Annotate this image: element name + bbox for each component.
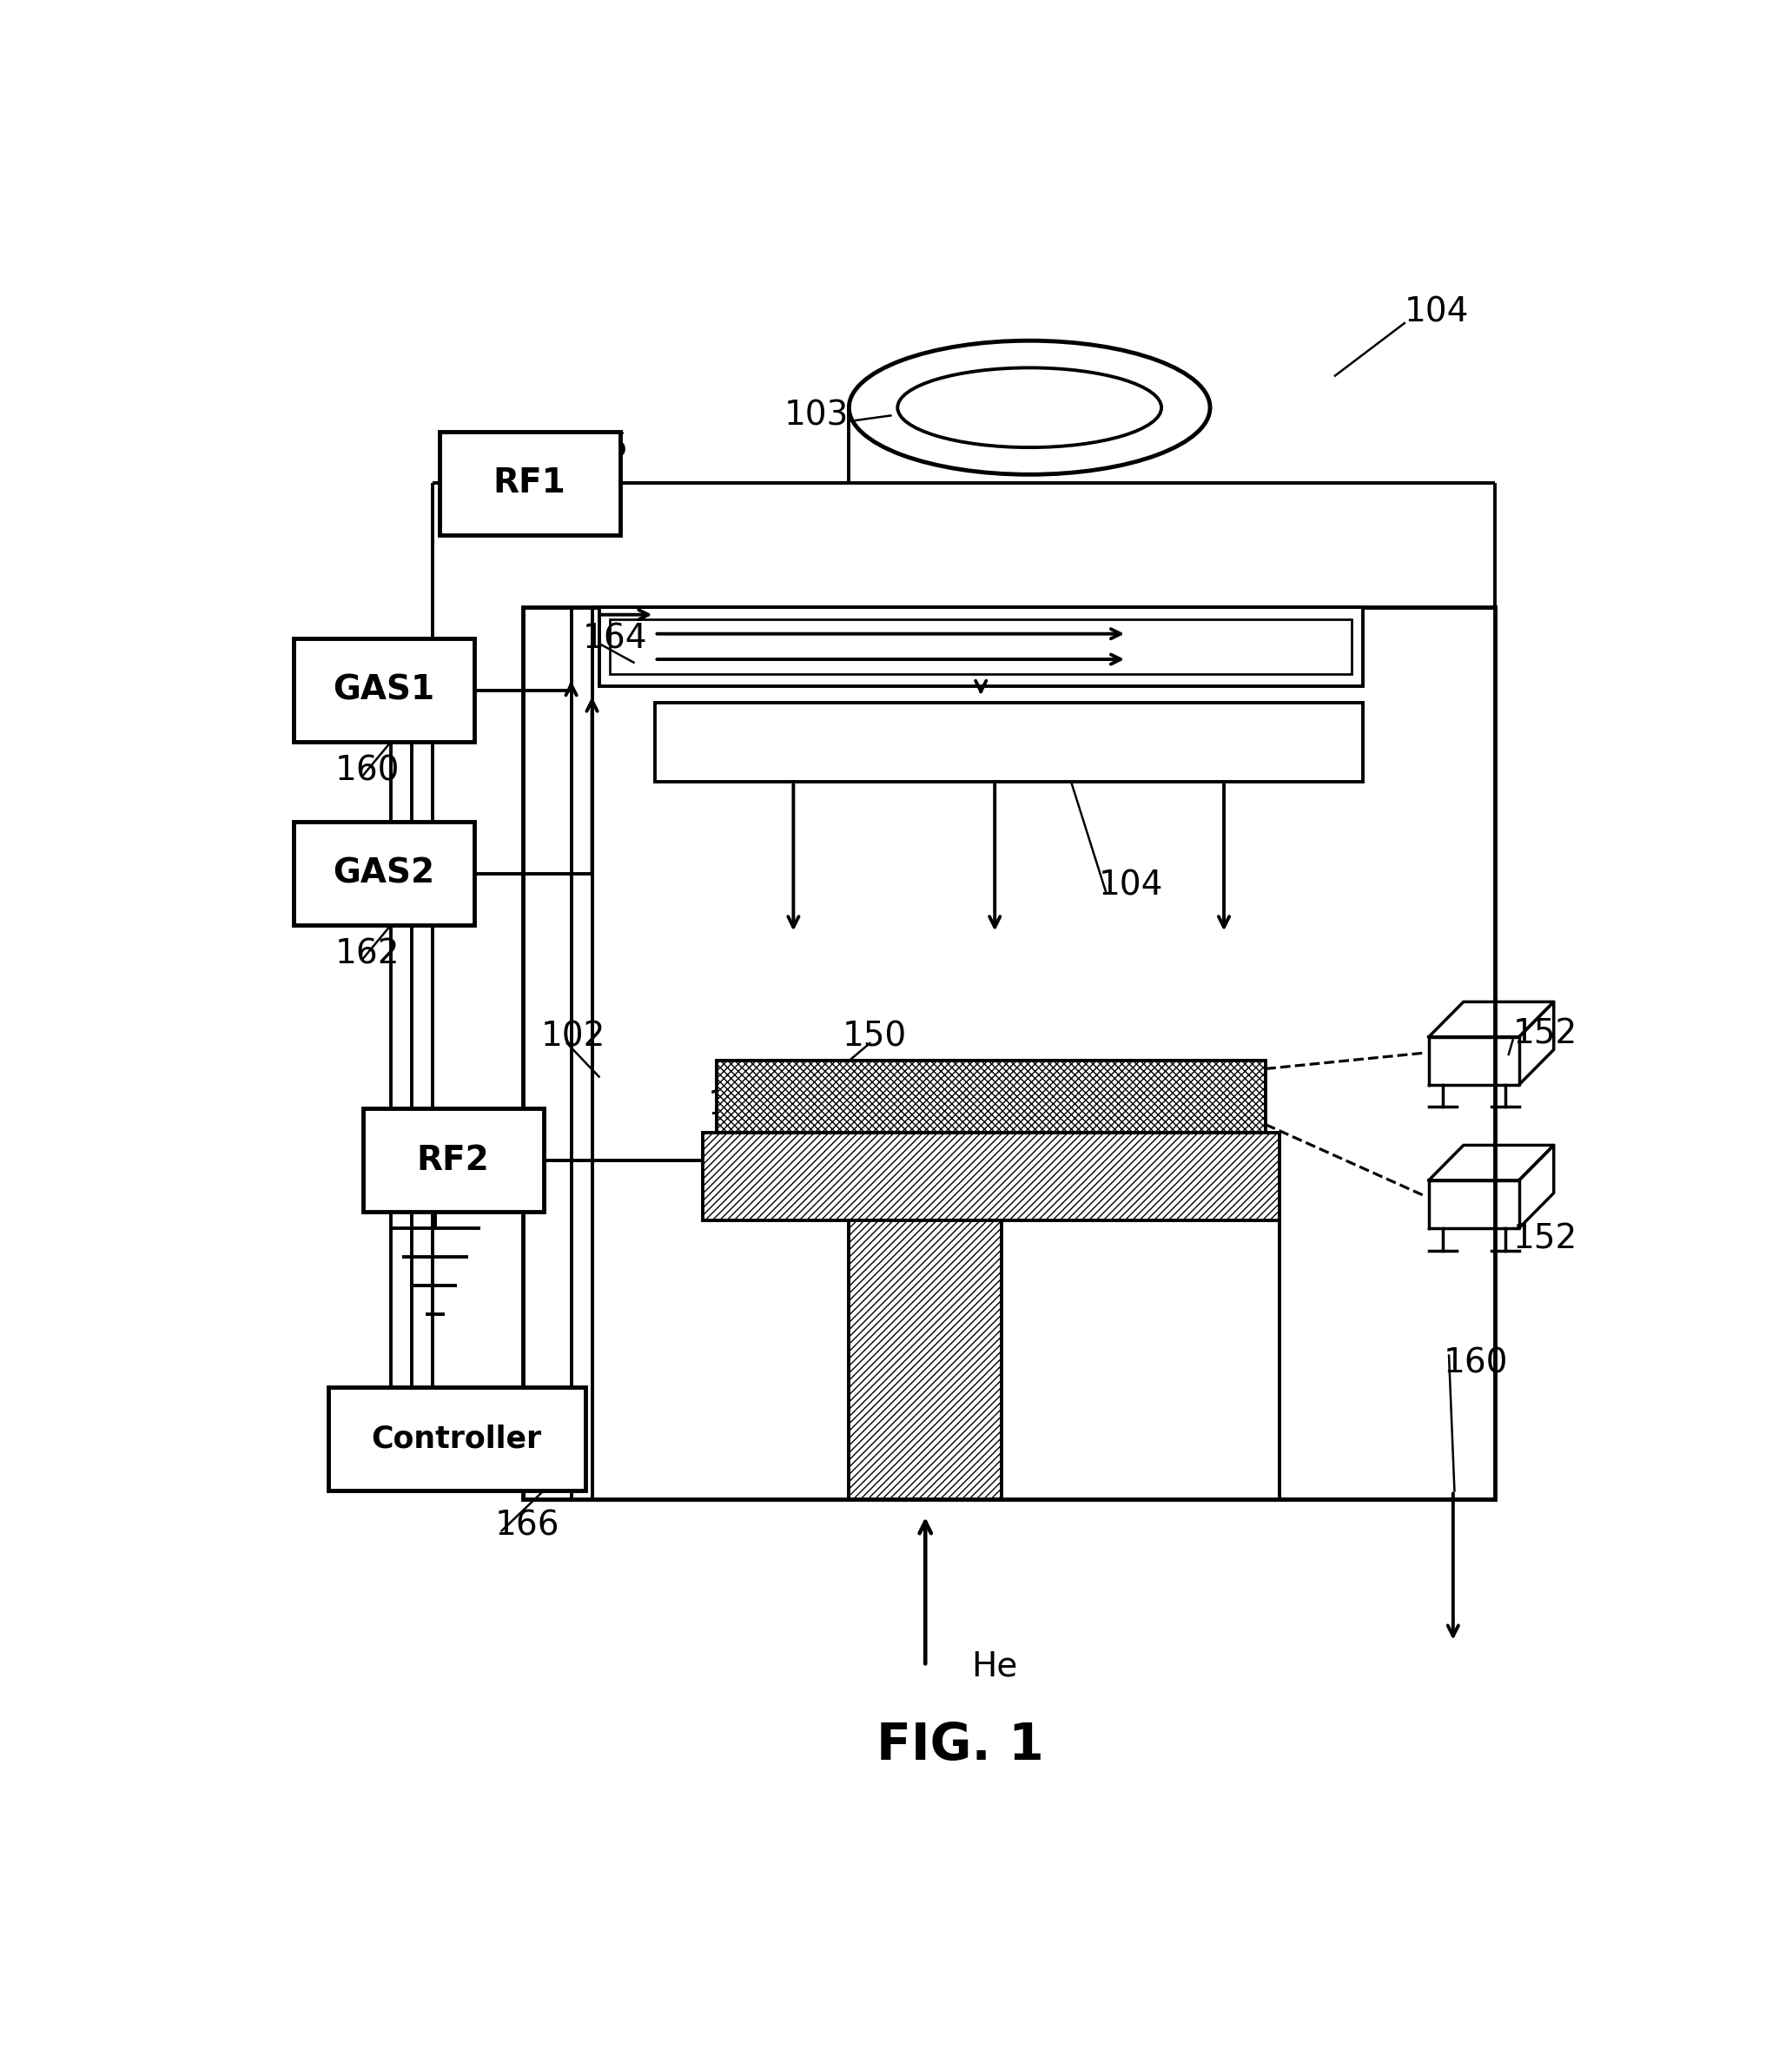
Bar bbox=[364, 1109, 543, 1212]
Text: 103: 103 bbox=[785, 399, 849, 432]
Bar bbox=[654, 701, 1364, 782]
Text: RF2: RF2 bbox=[418, 1144, 489, 1177]
Text: He: He bbox=[971, 1649, 1018, 1682]
Text: GAS2: GAS2 bbox=[333, 857, 435, 890]
Text: 160: 160 bbox=[335, 755, 400, 788]
Text: 120: 120 bbox=[453, 1115, 518, 1148]
Bar bbox=[294, 639, 473, 743]
Text: 104: 104 bbox=[1405, 296, 1469, 329]
Bar bbox=[717, 1061, 1265, 1132]
Text: 164: 164 bbox=[582, 623, 647, 656]
Text: 150: 150 bbox=[842, 1020, 907, 1053]
Text: Controller: Controller bbox=[371, 1423, 541, 1455]
Bar bbox=[328, 1388, 586, 1492]
Text: FIG. 1: FIG. 1 bbox=[876, 1721, 1043, 1771]
Bar bbox=[599, 606, 1362, 687]
Text: 166: 166 bbox=[495, 1510, 559, 1543]
Text: 152: 152 bbox=[1512, 1223, 1577, 1256]
Text: 105: 105 bbox=[564, 430, 629, 463]
Text: 110: 110 bbox=[708, 1088, 772, 1121]
Text: RF1: RF1 bbox=[493, 468, 566, 501]
Bar bbox=[849, 1221, 1002, 1498]
Text: 162: 162 bbox=[335, 937, 400, 970]
Text: 152: 152 bbox=[1512, 1018, 1577, 1051]
Ellipse shape bbox=[849, 341, 1210, 474]
Bar bbox=[609, 619, 1351, 674]
Bar bbox=[523, 606, 1495, 1498]
Bar bbox=[702, 1132, 1279, 1221]
Text: 104: 104 bbox=[1098, 869, 1163, 902]
Bar bbox=[439, 432, 620, 536]
Text: 102: 102 bbox=[541, 1020, 606, 1053]
Text: GAS1: GAS1 bbox=[333, 674, 435, 708]
Text: 160: 160 bbox=[1443, 1347, 1509, 1380]
Ellipse shape bbox=[898, 368, 1161, 447]
Bar bbox=[294, 821, 473, 925]
